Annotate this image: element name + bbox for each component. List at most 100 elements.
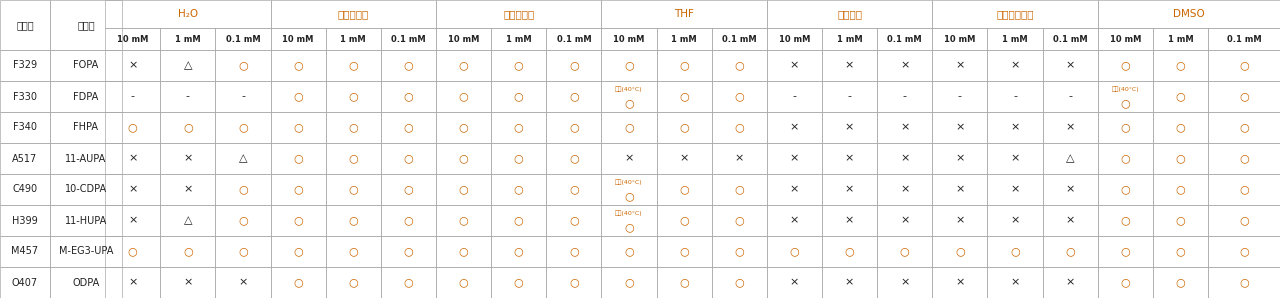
Text: 製品名: 製品名 xyxy=(77,20,95,30)
Bar xyxy=(105,81,160,112)
Text: ○: ○ xyxy=(348,277,358,288)
Bar xyxy=(1043,50,1098,81)
Text: ○: ○ xyxy=(348,60,358,71)
Text: ○: ○ xyxy=(735,91,744,102)
Bar xyxy=(547,81,602,112)
Bar xyxy=(381,112,436,143)
Text: ×: × xyxy=(955,184,965,195)
Text: ○: ○ xyxy=(1120,215,1130,226)
Text: -: - xyxy=(957,91,961,102)
Text: -: - xyxy=(792,91,796,102)
Text: 0.1 mM: 0.1 mM xyxy=(1053,35,1088,44)
Text: ○: ○ xyxy=(570,60,579,71)
Text: ○: ○ xyxy=(1120,98,1130,108)
Text: ○: ○ xyxy=(1120,122,1130,133)
Bar xyxy=(822,143,877,174)
Text: -: - xyxy=(902,91,906,102)
Text: 0.1 mM: 0.1 mM xyxy=(1226,35,1261,44)
Text: メタノール: メタノール xyxy=(338,9,369,19)
Text: M-EG3-UPA: M-EG3-UPA xyxy=(59,246,113,257)
Bar xyxy=(381,267,436,298)
Text: 0.1 mM: 0.1 mM xyxy=(225,35,260,44)
Bar xyxy=(436,50,492,81)
Text: ○: ○ xyxy=(1239,184,1249,195)
Text: ○: ○ xyxy=(680,91,689,102)
Text: △: △ xyxy=(1066,153,1074,164)
Bar xyxy=(492,143,547,174)
Bar xyxy=(987,143,1043,174)
Bar xyxy=(160,267,215,298)
Text: ○: ○ xyxy=(458,60,468,71)
Bar xyxy=(381,28,436,50)
Bar xyxy=(270,174,325,205)
Bar xyxy=(822,81,877,112)
Text: ○: ○ xyxy=(1065,246,1075,257)
Bar xyxy=(492,236,547,267)
Text: ○: ○ xyxy=(238,122,248,133)
Bar xyxy=(436,112,492,143)
Text: ○: ○ xyxy=(625,98,634,108)
Text: ×: × xyxy=(955,122,965,133)
Bar xyxy=(987,112,1043,143)
Bar xyxy=(0,81,50,112)
Bar xyxy=(325,236,381,267)
Text: ×: × xyxy=(1010,122,1020,133)
Text: ○: ○ xyxy=(1175,153,1185,164)
Text: ○: ○ xyxy=(348,91,358,102)
Bar xyxy=(325,112,381,143)
Bar xyxy=(0,174,50,205)
Bar xyxy=(932,205,987,236)
Bar xyxy=(492,81,547,112)
Text: 1 mM: 1 mM xyxy=(671,35,696,44)
Text: ODPA: ODPA xyxy=(73,277,100,288)
Text: 10 mM: 10 mM xyxy=(448,35,479,44)
Text: ×: × xyxy=(845,122,854,133)
Text: ×: × xyxy=(625,153,634,164)
Bar xyxy=(160,205,215,236)
Text: ○: ○ xyxy=(955,246,965,257)
Text: コード: コード xyxy=(17,20,33,30)
Bar xyxy=(767,28,822,50)
Text: ○: ○ xyxy=(1010,246,1020,257)
Bar xyxy=(381,50,436,81)
Text: ×: × xyxy=(183,153,192,164)
Bar xyxy=(712,236,767,267)
Bar xyxy=(877,50,932,81)
Bar xyxy=(657,267,712,298)
Text: 11-AUPA: 11-AUPA xyxy=(65,153,106,164)
Bar xyxy=(0,112,50,143)
Bar xyxy=(1153,28,1208,50)
Bar xyxy=(50,267,122,298)
Text: ○: ○ xyxy=(1239,277,1249,288)
Text: F340: F340 xyxy=(13,122,37,133)
Text: ○: ○ xyxy=(458,277,468,288)
Text: ×: × xyxy=(955,277,965,288)
Bar xyxy=(712,174,767,205)
Text: 加温(40°C): 加温(40°C) xyxy=(1111,87,1139,92)
Text: ×: × xyxy=(845,153,854,164)
Bar xyxy=(1098,174,1153,205)
Text: ○: ○ xyxy=(513,122,524,133)
Bar xyxy=(160,81,215,112)
Text: ○: ○ xyxy=(625,277,634,288)
Text: ○: ○ xyxy=(1175,60,1185,71)
Bar xyxy=(1043,143,1098,174)
Text: ○: ○ xyxy=(403,91,413,102)
Text: 10 mM: 10 mM xyxy=(116,35,148,44)
Text: ×: × xyxy=(128,277,137,288)
Bar xyxy=(0,50,50,81)
Bar xyxy=(105,0,270,28)
Text: F330: F330 xyxy=(13,91,37,102)
Bar xyxy=(932,143,987,174)
Text: ○: ○ xyxy=(293,122,303,133)
Text: キシレン: キシレン xyxy=(837,9,861,19)
Bar xyxy=(160,174,215,205)
Text: ○: ○ xyxy=(1175,91,1185,102)
Bar xyxy=(657,81,712,112)
Bar xyxy=(270,0,436,28)
Bar xyxy=(1098,50,1153,81)
Bar xyxy=(712,205,767,236)
Text: ○: ○ xyxy=(1239,246,1249,257)
Text: ×: × xyxy=(1065,277,1075,288)
Bar xyxy=(547,174,602,205)
